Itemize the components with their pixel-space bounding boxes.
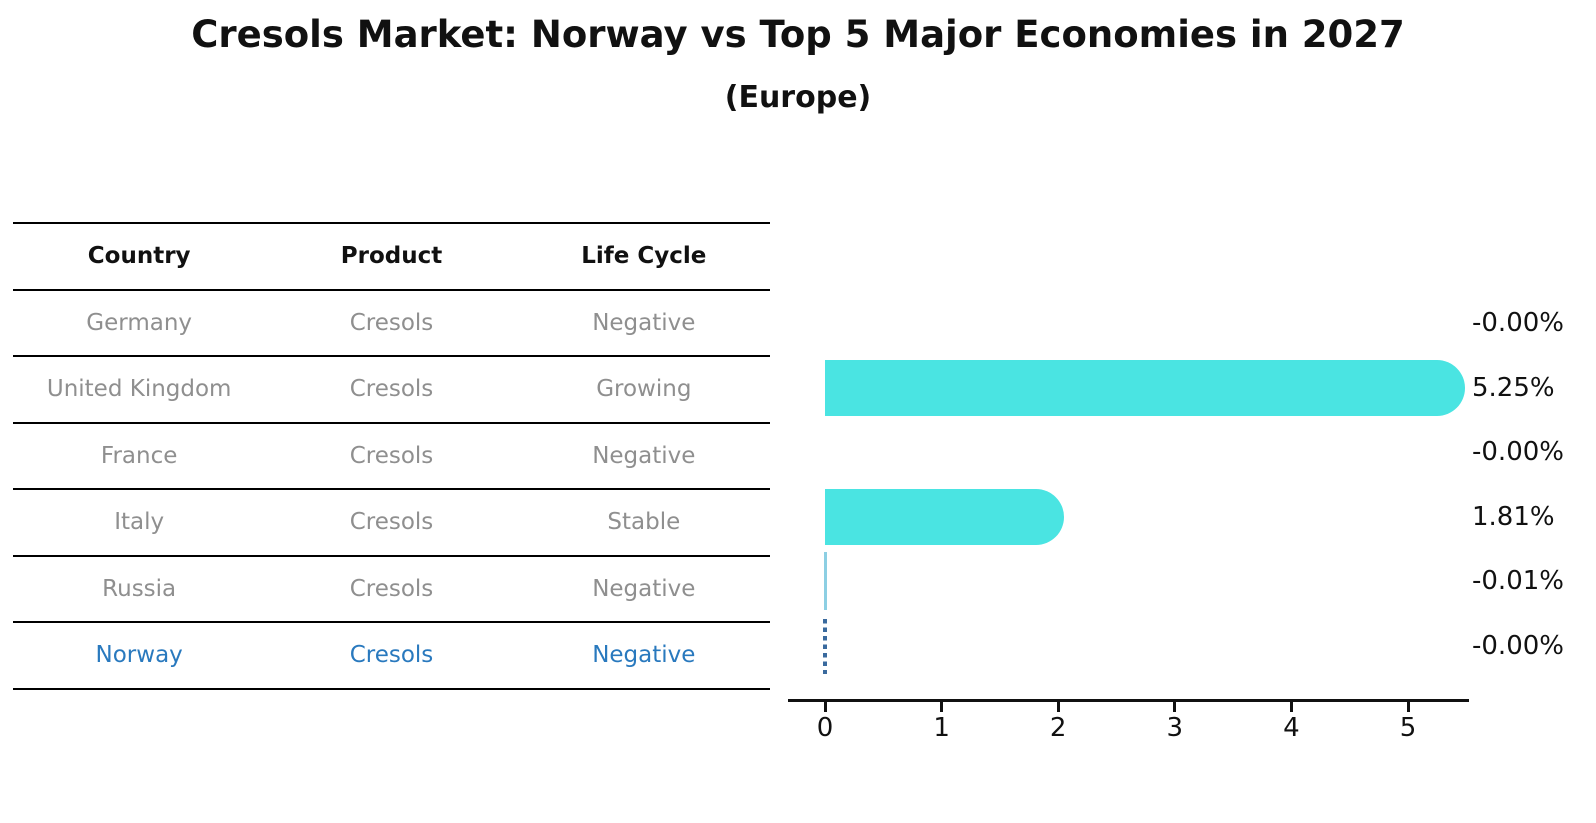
cell-lifecycle: Stable: [607, 509, 681, 536]
x-tick-label: 4: [1283, 713, 1300, 743]
table-row: United Kingdom Cresols Growing: [13, 357, 770, 424]
norway-dashed-marker: [823, 618, 827, 674]
cell-product: Cresols: [349, 376, 434, 403]
cell-lifecycle: Negative: [592, 442, 696, 469]
x-axis-tick: [940, 702, 944, 712]
x-axis-tick: [1173, 702, 1177, 712]
x-axis-line: [788, 699, 1469, 702]
bar-italy: [825, 488, 1065, 545]
bar-value-label: 1.81%: [1472, 501, 1555, 532]
x-tick-label: 5: [1399, 713, 1417, 743]
table-row: Italy Cresols Stable: [13, 490, 770, 557]
table-row: France Cresols Negative: [13, 424, 770, 490]
cell-country: France: [100, 442, 178, 469]
x-axis-tick: [1056, 702, 1060, 712]
column-header-product: Product: [340, 243, 443, 270]
cell-country: United Kingdom: [46, 376, 232, 403]
bar-value-label: -0.00%: [1472, 308, 1564, 338]
cell-country: Russia: [102, 575, 177, 602]
table-header-row: Country Product Life Cycle: [13, 224, 770, 291]
cell-country: Norway: [95, 642, 183, 669]
column-header-country: Country: [87, 243, 191, 270]
x-tick-label: 3: [1166, 713, 1184, 743]
cell-product: Cresols: [349, 442, 434, 469]
cell-lifecycle: Negative: [592, 575, 696, 602]
bar-united-kingdom: [825, 359, 1466, 416]
x-tick-label: 2: [1049, 713, 1067, 743]
table-row: Russia Cresols Negative: [13, 557, 770, 623]
x-tick-label: 0: [816, 713, 834, 743]
x-axis-tick: [823, 702, 827, 712]
cell-country: Germany: [86, 309, 193, 336]
cell-product: Cresols: [349, 509, 434, 536]
cell-lifecycle: Negative: [592, 642, 696, 669]
bar-value-label: -0.01%: [1472, 566, 1564, 596]
table-row: Germany Cresols Negative: [13, 291, 770, 357]
x-axis-tick: [1289, 702, 1293, 712]
cell-product: Cresols: [349, 575, 434, 602]
cell-lifecycle: Growing: [596, 376, 692, 403]
bar-russia-sliver: [824, 552, 827, 610]
chart-title: Cresols Market: Norway vs Top 5 Major Ec…: [191, 13, 1405, 56]
cell-product: Cresols: [349, 642, 434, 669]
chart-subtitle: (Europe): [724, 80, 872, 115]
cell-product: Cresols: [349, 309, 434, 336]
column-header-lifecycle: Life Cycle: [581, 243, 707, 270]
x-tick-label: 1: [933, 713, 950, 743]
bar-value-label: -0.00%: [1472, 437, 1564, 467]
bar-value-label: 5.25%: [1472, 372, 1555, 403]
country-table: Country Product Life Cycle Germany Creso…: [13, 222, 770, 690]
table-row-norway: Norway Cresols Negative: [13, 623, 770, 690]
cell-lifecycle: Negative: [592, 309, 696, 336]
bar-value-label: -0.00%: [1472, 630, 1564, 661]
cell-country: Italy: [114, 509, 165, 536]
x-axis-tick: [1406, 702, 1410, 712]
